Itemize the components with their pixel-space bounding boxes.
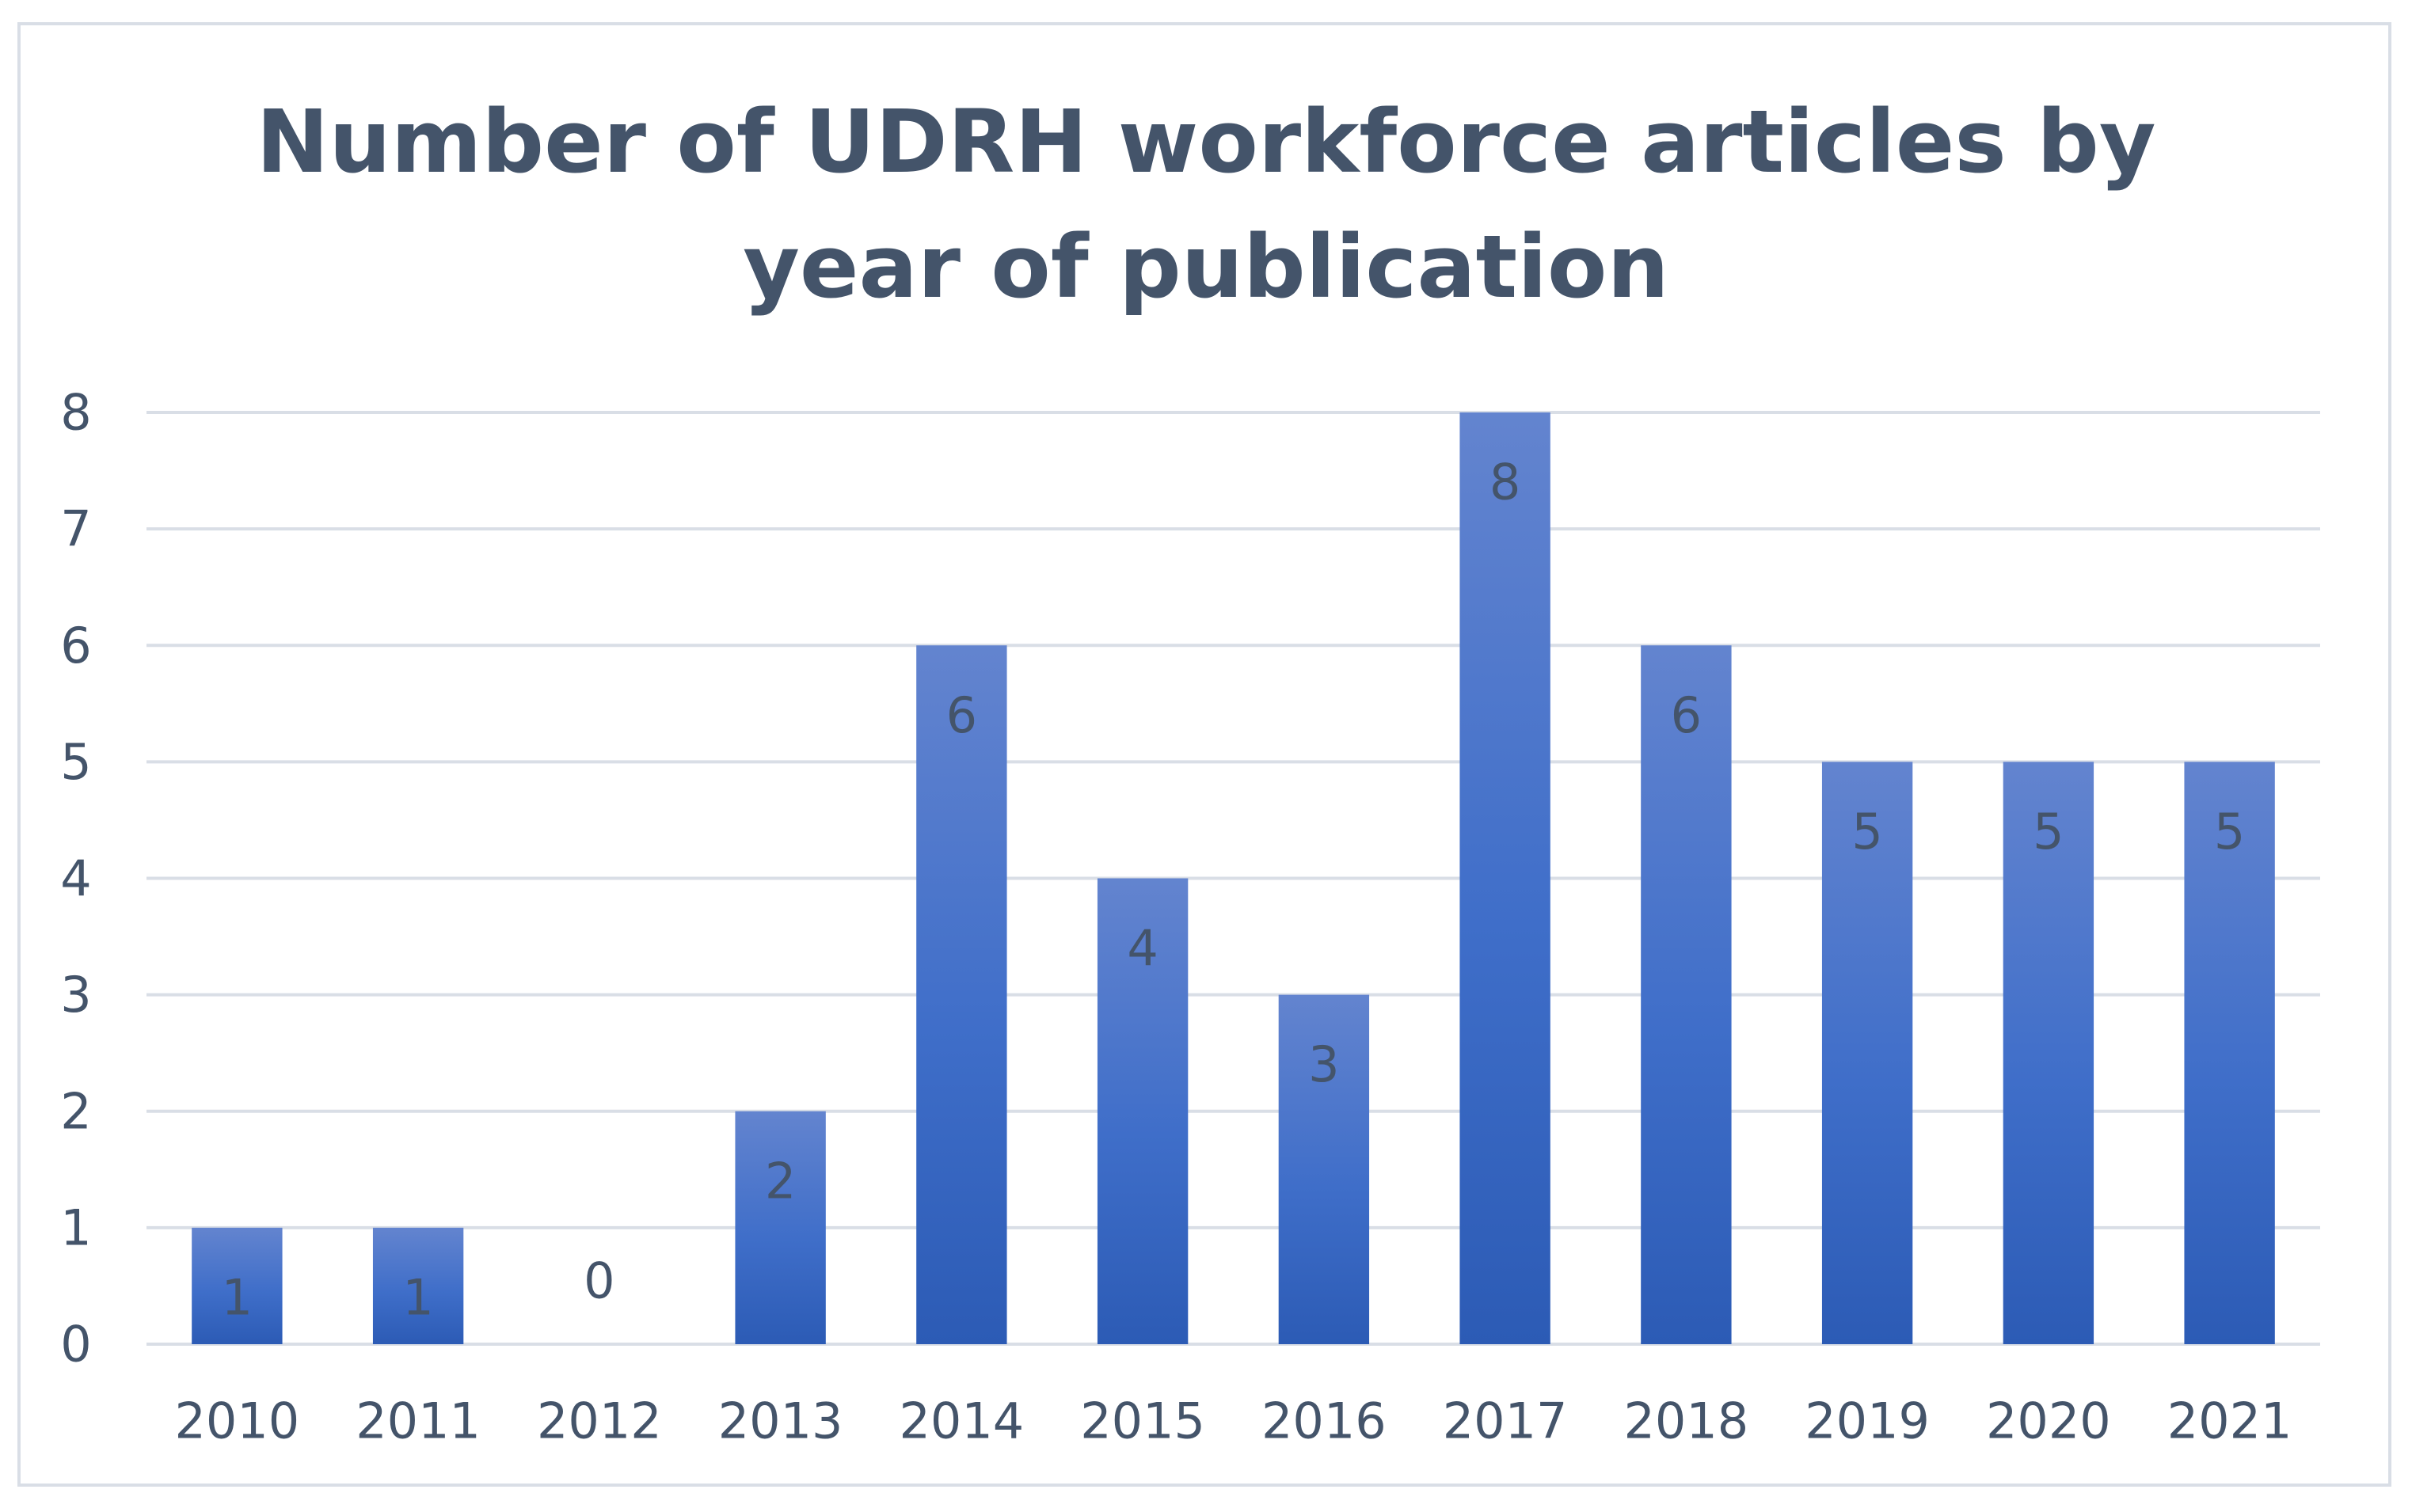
x-tick-label: 2016 [1261,1392,1387,1450]
data-label: 6 [1671,686,1702,744]
chart-title: Number of UDRH workforce articles by yea… [0,79,2412,329]
x-tick-label: 2019 [1805,1392,1930,1450]
bar [1278,994,1370,1344]
bar [1821,762,1913,1344]
bar [372,1227,464,1344]
bar [916,645,1007,1344]
x-tick-label: 2014 [899,1392,1024,1450]
x-tick-label: 2021 [2167,1392,2292,1450]
y-tick-label: 6 [60,617,91,674]
bar [1641,645,1732,1344]
bar [2003,762,2094,1344]
y-tick-label: 5 [60,733,91,791]
data-label: 5 [1851,803,1882,860]
x-tick-label: 2020 [1986,1392,2111,1450]
bar [192,1227,283,1344]
y-tick-label: 2 [60,1082,91,1140]
bar [1459,412,1550,1344]
gridlines [146,411,2320,1346]
y-tick-label: 1 [60,1199,91,1256]
x-axis-tick-labels: 2010 2011 2012 2013 2014 2015 2016 2017 2018 2019… [174,1392,2292,1450]
x-tick-label: 2018 [1623,1392,1748,1450]
data-label: 6 [946,686,977,744]
data-label: 4 [1127,919,1158,977]
x-tick-label: 2012 [537,1392,662,1450]
x-tick-label: 2011 [356,1392,481,1450]
chart-title-line-2: year of publication [743,216,1669,317]
y-tick-label: 4 [60,849,91,907]
data-label: 1 [222,1268,253,1326]
data-label: 3 [1308,1035,1339,1093]
y-tick-label: 3 [60,966,91,1024]
y-axis-tick-labels: 0 1 2 3 4 5 6 7 8 [60,384,91,1373]
y-tick-label: 0 [60,1316,91,1373]
x-tick-label: 2017 [1443,1392,1568,1450]
data-label: 5 [2033,803,2064,860]
data-label: 8 [1489,454,1520,511]
data-label: 2 [765,1152,796,1210]
bar [1097,878,1189,1344]
data-label: 0 [584,1252,614,1310]
y-tick-label: 7 [60,500,91,558]
data-label: 1 [402,1268,433,1326]
bar [2184,762,2275,1344]
bar [735,1111,826,1344]
data-label: 5 [2214,803,2245,860]
x-tick-label: 2015 [1080,1392,1205,1450]
x-tick-label: 2013 [718,1392,843,1450]
chart-title-line-1: Number of UDRH workforce articles by [256,91,2156,192]
bars [192,412,2275,1344]
y-tick-label: 8 [60,384,91,442]
data-labels: 1 1 0 2 6 4 3 8 6 5 5 5 [222,454,2246,1327]
x-tick-label: 2010 [174,1392,299,1450]
